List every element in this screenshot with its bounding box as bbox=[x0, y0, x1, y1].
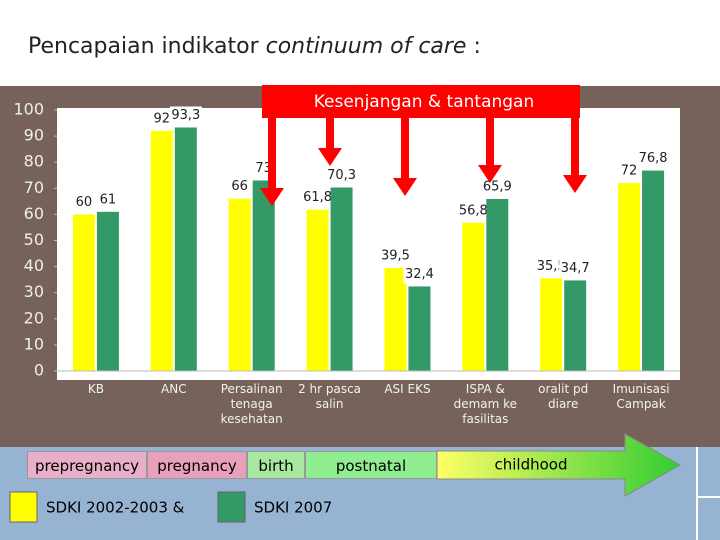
stage-label: prepregnancy bbox=[27, 451, 147, 479]
legend-swatch bbox=[217, 491, 246, 523]
stage-label: childhood bbox=[495, 456, 568, 474]
bar bbox=[330, 187, 353, 371]
value-label-bg bbox=[223, 177, 256, 196]
value-label-bg bbox=[403, 265, 436, 284]
bar bbox=[306, 209, 329, 371]
bar bbox=[486, 199, 509, 371]
x-tick-label: KB bbox=[87, 382, 104, 396]
y-tick-label: 70 bbox=[24, 178, 44, 197]
bar bbox=[564, 280, 587, 371]
value-label: 60 bbox=[76, 195, 93, 210]
y-tick-label: 10 bbox=[24, 334, 44, 353]
bar bbox=[618, 183, 641, 371]
y-tick-label: 40 bbox=[24, 256, 44, 275]
value-label: 32,4 bbox=[405, 267, 434, 282]
annotation: Kesenjangan & tantangan bbox=[314, 92, 535, 112]
value-label: 61,8 bbox=[303, 190, 332, 205]
y-tick-label: 50 bbox=[24, 230, 44, 249]
stage-label: postnatal bbox=[305, 451, 437, 479]
x-tick-label: 2 hr pasca salin bbox=[298, 382, 362, 411]
value-label: 93,3 bbox=[171, 108, 200, 123]
x-tick-label: Imunisasi Campak bbox=[612, 382, 670, 411]
bar bbox=[462, 222, 485, 371]
legend-label: SDKI 2002-2003 & bbox=[46, 499, 185, 517]
value-label-bg bbox=[559, 259, 592, 278]
value-label-bg bbox=[379, 246, 412, 265]
value-label: 73 bbox=[255, 161, 272, 176]
value-label-bg bbox=[457, 201, 490, 220]
y-tick-label: 80 bbox=[24, 152, 44, 171]
value-label: 61 bbox=[100, 192, 117, 207]
title: Pencapaian indikator continuum of care : bbox=[28, 34, 481, 59]
plot-area bbox=[57, 108, 680, 380]
bar bbox=[150, 130, 173, 371]
y-tick-label: 30 bbox=[24, 282, 44, 301]
x-tick-label: oralit pd diare bbox=[538, 382, 589, 411]
value-label: 92 bbox=[154, 111, 171, 126]
stage-label: birth bbox=[247, 451, 305, 479]
value-label-bg bbox=[637, 149, 670, 168]
value-label-bg bbox=[301, 188, 334, 207]
bar bbox=[72, 214, 95, 371]
y-tick-label: 100 bbox=[13, 100, 44, 119]
bar bbox=[252, 180, 275, 371]
value-label: 76,8 bbox=[639, 151, 668, 166]
value-label-bg bbox=[91, 190, 124, 209]
value-label-bg bbox=[169, 106, 202, 125]
bar bbox=[408, 286, 431, 371]
value-label-bg bbox=[325, 166, 358, 185]
y-tick-label: 20 bbox=[24, 308, 44, 327]
bar bbox=[384, 267, 407, 371]
value-label: 56,8 bbox=[459, 203, 488, 218]
x-tick-label: ANC bbox=[161, 382, 187, 396]
y-tick-label: 0 bbox=[34, 361, 44, 380]
value-label: 70,3 bbox=[327, 168, 356, 183]
x-tick-label: ASI EKS bbox=[384, 382, 431, 396]
stage-label: pregnancy bbox=[147, 451, 247, 479]
annotation-box bbox=[262, 85, 580, 118]
value-label: 72 bbox=[621, 164, 638, 179]
bar bbox=[96, 211, 119, 371]
x-tick-label: ISPA & demam ke fasilitas bbox=[453, 382, 518, 426]
x-tick-label: Persalinan tenaga kesehatan bbox=[220, 382, 283, 426]
value-label: 66 bbox=[231, 179, 248, 194]
bar bbox=[228, 198, 251, 371]
value-label: 65,9 bbox=[483, 180, 512, 195]
legend-label: SDKI 2007 bbox=[254, 499, 332, 517]
title-band bbox=[0, 0, 720, 86]
bar bbox=[174, 127, 197, 371]
value-label: 39,5 bbox=[381, 248, 410, 263]
annotation-arrows bbox=[260, 118, 587, 206]
value-label: 34,7 bbox=[561, 261, 590, 276]
childhood-arrow bbox=[436, 433, 682, 497]
y-tick-label: 60 bbox=[24, 204, 44, 223]
value-label: 35,5 bbox=[537, 259, 566, 274]
value-label-bg bbox=[481, 178, 514, 197]
y-tick-label: 90 bbox=[24, 126, 44, 145]
bar bbox=[642, 170, 665, 371]
bar bbox=[540, 278, 563, 371]
legend-swatch bbox=[9, 491, 38, 523]
